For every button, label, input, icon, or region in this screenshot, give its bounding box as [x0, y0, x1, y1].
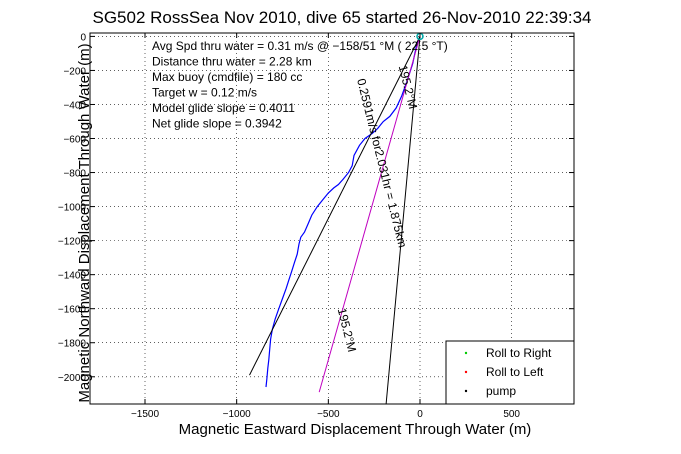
series-line-0 — [265, 36, 421, 388]
y-axis-label: Magnetic Northward Displacement Through … — [76, 43, 93, 402]
x-tick-label: −1000 — [223, 409, 252, 420]
x-tick-label: −1500 — [131, 409, 160, 420]
legend-marker — [464, 389, 468, 393]
x-tick-label: 500 — [503, 409, 520, 420]
annotation-line: Model glide slope = 0.4011 — [152, 101, 295, 115]
y-tick-label: 0 — [80, 32, 86, 43]
y-tick-label: −1600 — [58, 305, 87, 316]
grid — [90, 33, 574, 404]
annotation-line: Distance thru water = 2.28 km — [152, 55, 312, 69]
series-line-1 — [318, 36, 421, 393]
y-tick-label: −800 — [63, 169, 86, 180]
series-group — [249, 32, 424, 405]
annotation-line: Avg Spd thru water = 0.31 m/s @ −158/51 … — [152, 39, 448, 53]
annotation-line: Target w = 0.12 m/s — [152, 86, 257, 100]
y-tick-label: −1000 — [58, 203, 87, 214]
x-axis-label: Magnetic Eastward Displacement Through W… — [179, 421, 532, 438]
y-tick-label: −1400 — [58, 271, 87, 282]
ticks: −1500 −1000 −500 0 500 0 −200 −400 −600 −800 −1000… — [58, 32, 574, 420]
legend-label: Roll to Right — [486, 346, 552, 360]
legend: Roll to Right Roll to Left pump — [445, 340, 575, 405]
y-tick-label: −1800 — [58, 339, 87, 350]
y-tick-label: −2000 — [58, 373, 87, 384]
series-line-3 — [385, 36, 421, 405]
y-tick-label: −200 — [63, 66, 86, 77]
x-tick-label: −500 — [317, 409, 340, 420]
legend-box — [445, 340, 575, 405]
annotation-line: Max buoy (cmdfile) = 180 cc — [152, 70, 302, 84]
y-tick-label: −400 — [63, 100, 86, 111]
y-tick-label: −1200 — [58, 237, 87, 248]
legend-marker — [464, 370, 468, 374]
y-tick-label: −600 — [63, 135, 86, 146]
series-line-2 — [249, 36, 421, 376]
legend-label: Roll to Left — [486, 365, 544, 379]
x-tick-label: 0 — [417, 409, 423, 420]
legend-marker — [464, 351, 468, 355]
annotations: Avg Spd thru water = 0.31 m/s @ −158/51 … — [152, 39, 448, 131]
plot-frame — [89, 32, 575, 405]
annotation-line: Net glide slope = 0.3942 — [152, 117, 282, 131]
chart-title: SG502 RossSea Nov 2010, dive 65 started … — [93, 8, 592, 27]
legend-label: pump — [486, 384, 516, 398]
